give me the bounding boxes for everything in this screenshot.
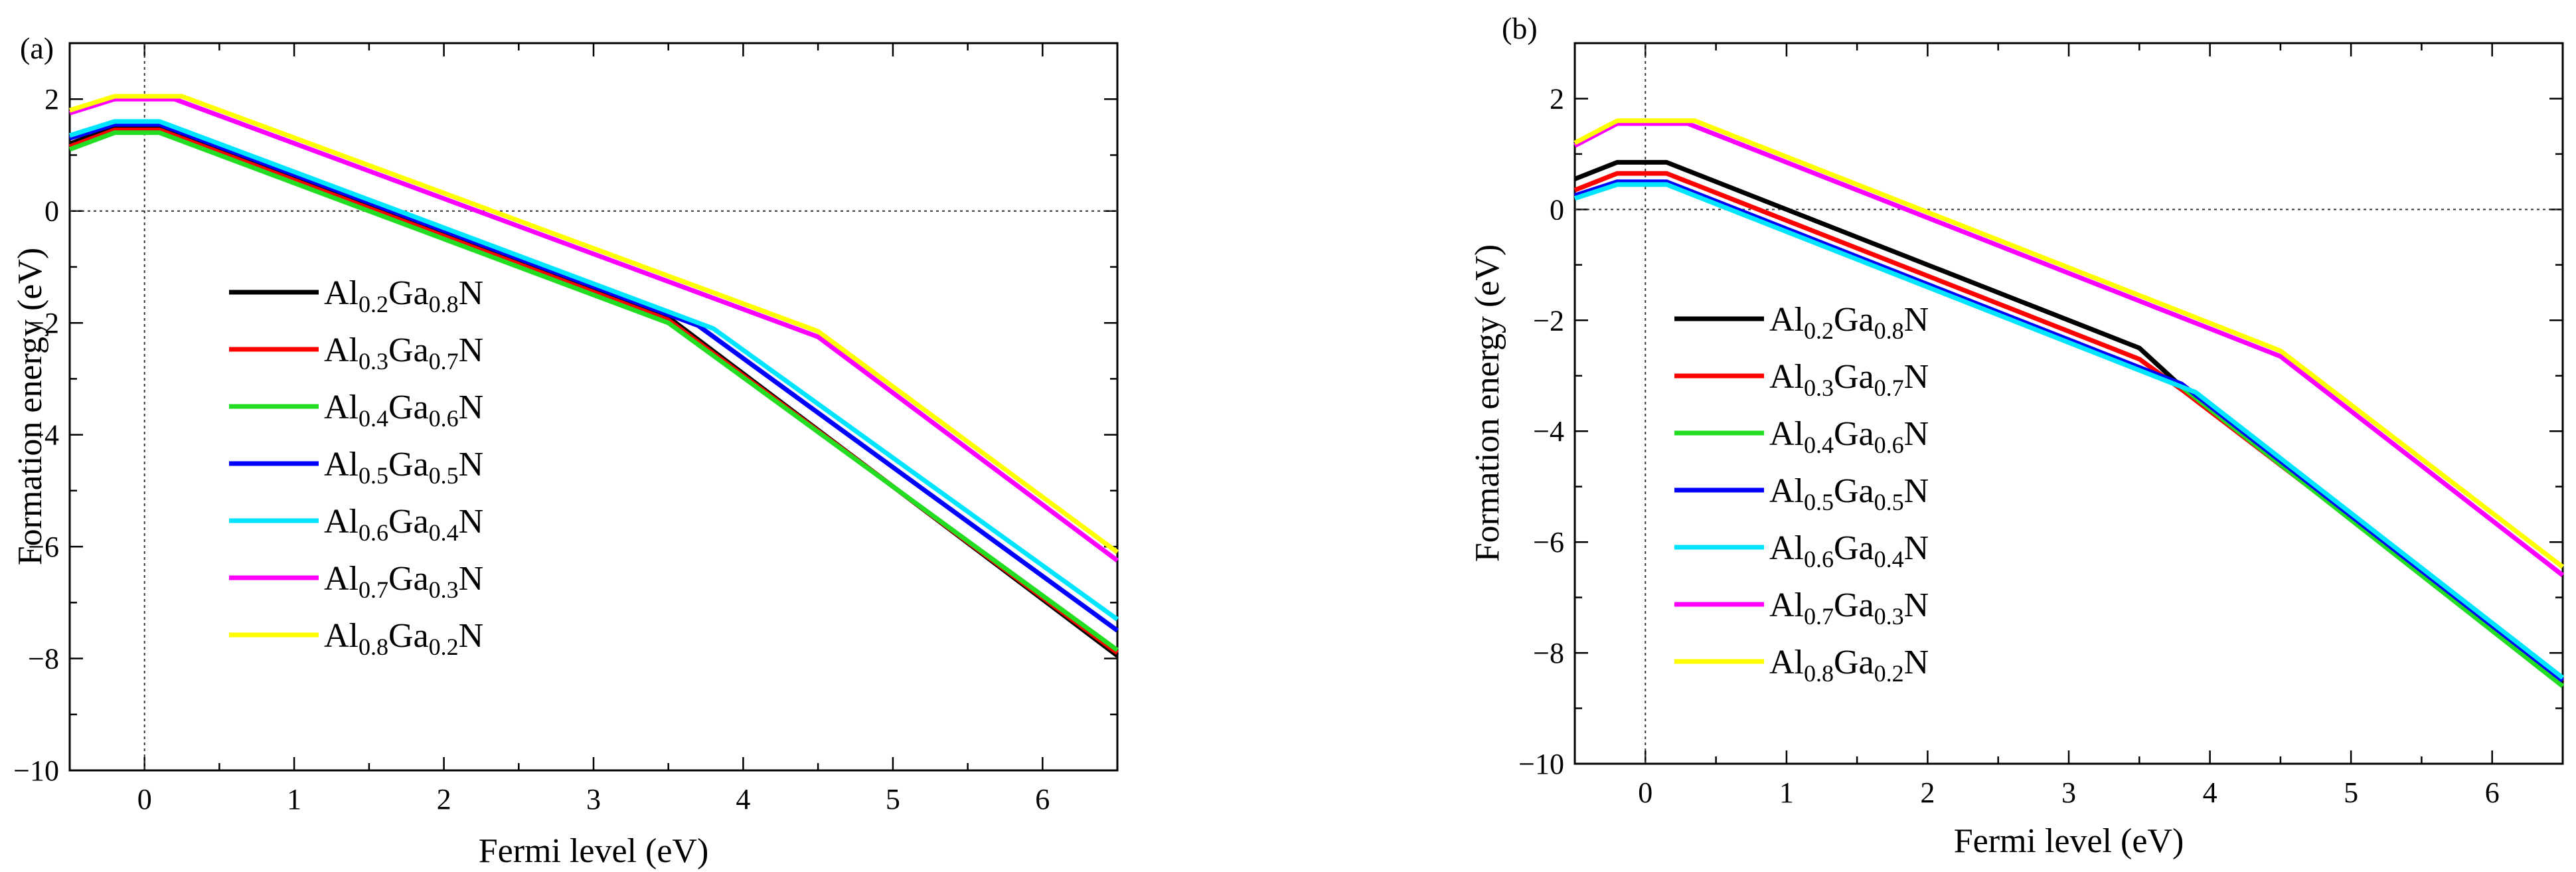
panel-b: (b) Fermi level (eV) Formation energy (e… xyxy=(1469,11,2565,860)
panel-b-x-tick-label: 6 xyxy=(2485,776,2500,809)
panel-b-x-axis-title: Fermi level (eV) xyxy=(1954,822,2184,860)
panel-b-legend-label: Al0.3Ga0.7N xyxy=(1769,358,1929,401)
panel-a-legend-label: Al0.2Ga0.8N xyxy=(324,274,483,317)
panel-b-x-tick-label: 0 xyxy=(1638,776,1652,809)
panel-b-legend-label: Al0.5Ga0.5N xyxy=(1769,472,1929,515)
panel-b-legend-label: Al0.7Ga0.3N xyxy=(1769,586,1929,630)
panel-a-x-axis-title: Fermi level (eV) xyxy=(479,832,709,870)
panel-a-y-tick-label: 0 xyxy=(44,195,59,228)
panel-a-x-tick-label: 0 xyxy=(137,783,152,816)
panel-a-legend-label: Al0.3Ga0.7N xyxy=(324,331,483,375)
panel-a-y-tick-label: −6 xyxy=(28,531,59,563)
panel-a-series-line xyxy=(68,122,1119,633)
panel-b-series-line xyxy=(1573,118,2565,569)
panel-b-legend-label: Al0.4Ga0.6N xyxy=(1769,415,1929,458)
panel-a-series-line xyxy=(68,96,1119,563)
panel-a-x-tick-label: 1 xyxy=(287,783,301,816)
panel-a-series-line xyxy=(68,119,1119,622)
panel-b-x-tick-label: 3 xyxy=(2061,776,2076,809)
panel-a-label: (a) xyxy=(20,31,54,65)
panel-b-x-tick-label: 4 xyxy=(2203,776,2217,809)
panel-a-legend-label: Al0.7Ga0.3N xyxy=(324,560,483,603)
panel-b-y-tick-label: −4 xyxy=(1533,415,1564,448)
panel-b-legend: Al0.2Ga0.8N Al0.3Ga0.7N Al0.4Ga0.6N Al0.5Ga… xyxy=(1674,301,1929,687)
panel-b-series-line xyxy=(1573,121,2565,577)
panel-b-y-tick-label: 0 xyxy=(1550,193,1564,226)
panel-b-series xyxy=(1573,118,2565,688)
panel-a-y-tick-label: −8 xyxy=(28,643,59,675)
panel-a-series-line xyxy=(68,130,1119,652)
panel-a-x-tick-label: 6 xyxy=(1035,783,1050,816)
panel-a-x-tick-label: 5 xyxy=(886,783,900,816)
panel-b-legend-label: Al0.2Ga0.8N xyxy=(1769,301,1929,344)
panel-a-y-tick-label: −4 xyxy=(28,419,59,452)
panel-b-plot-frame xyxy=(1573,42,2564,765)
panel-a-series-line xyxy=(68,124,1119,658)
panel-a-legend-label: Al0.8Ga0.2N xyxy=(324,617,483,660)
panel-a: (a) Fermi level (eV) Formation energy (e… xyxy=(11,31,1119,870)
panel-a-y-tick-label: −2 xyxy=(28,307,59,339)
panel-b-y-tick-label: −8 xyxy=(1533,637,1564,669)
panel-b-x-tick-label: 5 xyxy=(2344,776,2358,809)
panel-b-y-tick-label: −2 xyxy=(1533,304,1564,337)
panel-b-y-tick-label: 2 xyxy=(1550,83,1564,116)
panel-b-y-tick-label: −10 xyxy=(1518,748,1564,780)
panel-b-x-tick-label: 1 xyxy=(1779,776,1794,809)
panel-a-y-tick-label: −10 xyxy=(13,754,59,787)
panel-a-series-line xyxy=(68,94,1119,555)
panel-a-series xyxy=(68,94,1119,658)
panel-a-x-tick-label: 2 xyxy=(437,783,451,816)
panel-a-legend: Al0.2Ga0.8N Al0.3Ga0.7N Al0.4Ga0.6N Al0.5Ga… xyxy=(229,274,483,660)
panel-b-legend-label: Al0.6Ga0.4N xyxy=(1769,529,1929,572)
panel-a-ticks: 0 1 2 3 4 5 6 −10 −8 −6 −4 −2 0 2 xyxy=(13,42,1119,816)
panel-b-label: (b) xyxy=(1502,11,1538,45)
panel-b-reference-lines xyxy=(1575,43,2563,764)
panel-a-legend-label: Al0.6Ga0.4N xyxy=(324,503,483,546)
panel-a-x-tick-label: 4 xyxy=(736,783,750,816)
panel-b-legend-label: Al0.8Ga0.2N xyxy=(1769,644,1929,687)
panel-b-ticks: 0 1 2 3 4 5 6 −10 −8 −6 −4 −2 0 2 xyxy=(1518,42,2564,809)
panel-a-legend-label: Al0.5Ga0.5N xyxy=(324,446,483,489)
panel-a-series-line xyxy=(68,128,1119,655)
panel-a-legend-label: Al0.4Ga0.6N xyxy=(324,389,483,432)
panel-a-x-tick-label: 3 xyxy=(586,783,601,816)
panel-a-y-tick-label: 2 xyxy=(44,83,59,116)
panel-b-x-tick-label: 2 xyxy=(1920,776,1935,809)
panel-b-series-line xyxy=(1573,182,2565,680)
panel-b-y-tick-label: −6 xyxy=(1533,526,1564,559)
panel-a-y-axis-title: Formation energy (eV) xyxy=(11,248,49,565)
panel-a-reference-lines xyxy=(70,43,1117,770)
panel-b-y-axis-title: Formation energy (eV) xyxy=(1469,244,1506,562)
